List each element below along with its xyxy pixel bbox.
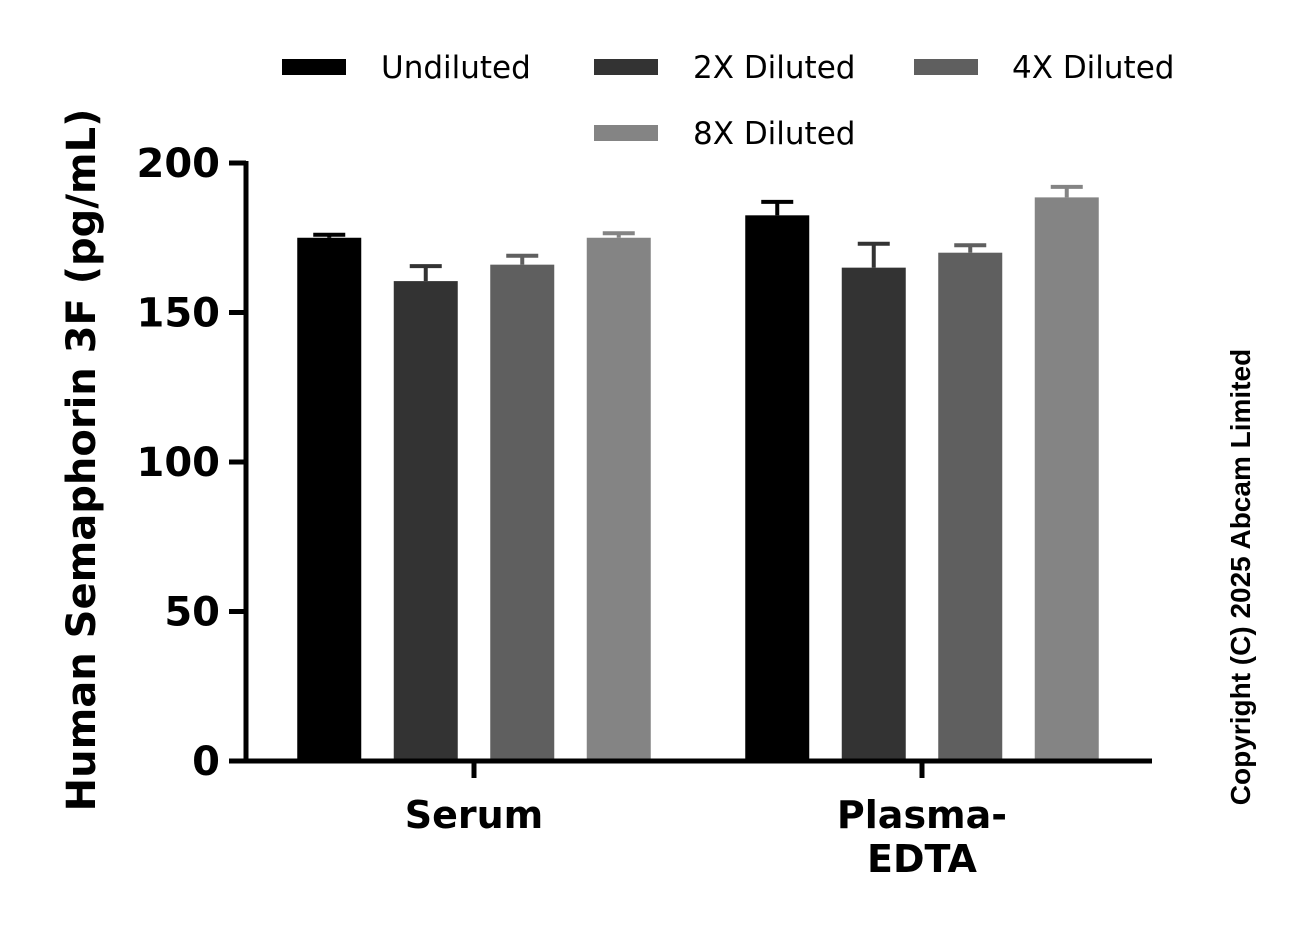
legend-swatch bbox=[594, 59, 658, 75]
axes-group bbox=[229, 161, 1152, 764]
bars-group bbox=[297, 197, 1099, 761]
legend-swatch bbox=[594, 125, 658, 141]
bar bbox=[297, 237, 362, 761]
legend: Undiluted 2X Diluted 4X Diluted 8X Diluted bbox=[282, 50, 1174, 152]
x-category-label: Serum bbox=[405, 793, 544, 837]
error-bars-group bbox=[313, 184, 1083, 282]
y-axis-label: Human Semaphorin 3F (pg/mL) bbox=[59, 109, 105, 812]
y-tick-label: 200 bbox=[137, 141, 221, 187]
legend-label: 2X Diluted bbox=[693, 50, 855, 86]
legend-label: 4X Diluted bbox=[1012, 50, 1174, 86]
copyright-watermark: Copyright (C) 2025 Abcam Limited bbox=[1225, 349, 1256, 805]
y-tick-label: 150 bbox=[137, 291, 221, 337]
legend-swatch bbox=[914, 59, 978, 75]
x-category-label: EDTA bbox=[867, 837, 977, 881]
bar bbox=[586, 237, 651, 761]
legend-swatch bbox=[282, 59, 346, 75]
legend-label: Undiluted bbox=[381, 50, 531, 86]
y-tick-label: 0 bbox=[192, 739, 220, 785]
x-ticks-group: Serum Plasma-EDTA bbox=[405, 761, 1007, 881]
bar bbox=[393, 281, 458, 761]
bar bbox=[841, 267, 906, 761]
bar bbox=[490, 264, 555, 761]
x-category-label: Plasma- bbox=[837, 793, 1007, 837]
y-tick-label: 100 bbox=[137, 440, 221, 486]
bar bbox=[938, 252, 1003, 761]
bar bbox=[745, 215, 810, 761]
y-ticks-group: 0 50 100 150 200 bbox=[137, 141, 246, 785]
y-tick-label: 50 bbox=[164, 590, 220, 636]
legend-label: 8X Diluted bbox=[693, 116, 855, 152]
bar bbox=[1034, 197, 1099, 761]
